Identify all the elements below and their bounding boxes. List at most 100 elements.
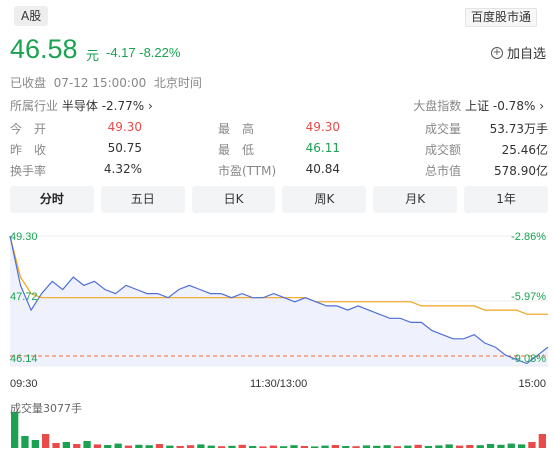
- volume-bar: [238, 444, 246, 448]
- y-label-top-right: -2.86%: [511, 231, 546, 243]
- tab-intraday[interactable]: 分时: [10, 186, 94, 213]
- volume-bar: [290, 445, 298, 448]
- add-watchlist-button[interactable]: + 加自选: [490, 43, 546, 62]
- turnover-label: 换手率: [10, 164, 47, 178]
- source-tag[interactable]: 百度股市通: [464, 8, 537, 27]
- x-label-end: 15:00: [518, 378, 546, 390]
- volume-bar: [62, 442, 70, 448]
- y-label-mid-left: 47.72: [10, 291, 38, 303]
- volume-bar: [31, 440, 39, 448]
- volume-bar: [280, 446, 288, 448]
- high-value: 49.30: [305, 120, 340, 134]
- price-unit: 元: [86, 49, 100, 64]
- y-label-bottom-left: 46.14: [10, 353, 38, 365]
- volume-bar: [259, 446, 267, 448]
- high-label: 最 高: [218, 122, 255, 136]
- industry-change: -2.77%: [101, 99, 145, 113]
- tab-one-year[interactable]: 1年: [464, 186, 548, 213]
- y-label-mid-right: -5.97%: [511, 291, 546, 303]
- volume-bar: [11, 412, 19, 448]
- market-cap-value: 578.90亿: [494, 164, 548, 178]
- volume-bar: [497, 444, 505, 448]
- index-label: 大盘指数: [413, 99, 462, 113]
- amount-value: 25.46亿: [501, 143, 548, 157]
- status-timezone: 北京时间: [153, 76, 202, 90]
- volume-bar: [311, 446, 319, 448]
- index-change: -0.78%: [492, 99, 536, 113]
- prev-close-label: 昨 收: [10, 143, 47, 157]
- chevron-right-icon: ›: [539, 99, 544, 113]
- volume-bar: [135, 444, 143, 448]
- price-line: [9, 235, 549, 365]
- volume-bar: [114, 443, 122, 448]
- volume-bar: [124, 445, 133, 448]
- tab-five-day[interactable]: 五日: [100, 186, 185, 213]
- status-time: 07-12 15:00:00: [53, 76, 147, 90]
- plus-circle-icon: +: [490, 46, 503, 59]
- status-text: 已收盘: [10, 76, 47, 90]
- volume-bar: [73, 444, 81, 448]
- volume-bar: [414, 444, 422, 448]
- volume-bar: [145, 445, 153, 448]
- volume-bar: [342, 446, 350, 448]
- tab-weekly-k[interactable]: 周K: [282, 186, 367, 213]
- volume-label: 成交量: [425, 122, 462, 136]
- pe-label: 市盈(TTM): [218, 164, 277, 178]
- average-price-line: [9, 235, 548, 315]
- volume-bar: [352, 446, 360, 448]
- volume-bar: [455, 445, 464, 448]
- volume-bar: [166, 445, 174, 448]
- price-area: [10, 236, 548, 366]
- x-label-mid: 11:30/13:00: [250, 378, 308, 390]
- market-tag: A股: [14, 6, 49, 26]
- volume-bar: [93, 444, 102, 448]
- volume-bar: [435, 445, 443, 448]
- period-tabs: 分时 五日 日K 周K 月K 1年: [10, 186, 548, 213]
- tab-daily-k[interactable]: 日K: [191, 186, 276, 213]
- volume-bar: [249, 446, 257, 448]
- volume-bar: [52, 443, 60, 448]
- prev-close-value: 50.75: [107, 141, 142, 155]
- volume-bar: [373, 445, 381, 448]
- index-name: 上证: [465, 99, 490, 113]
- volume-bar: [155, 444, 164, 448]
- volume-bar: [476, 445, 484, 448]
- industry-info[interactable]: 所属行业 半导体 -2.77% ›: [10, 97, 153, 114]
- volume-bar: [466, 445, 474, 448]
- volume-bar: [331, 445, 339, 448]
- volume-bar: [507, 443, 515, 448]
- volume-bar: [362, 445, 371, 448]
- volume-bar: [538, 434, 546, 448]
- amount-label: 成交额: [425, 143, 462, 157]
- volume-bar: [269, 445, 277, 448]
- chevron-right-icon: ›: [147, 99, 153, 113]
- volume-bar: [42, 434, 50, 448]
- stats-grid: 今 开 49.30 最 高 49.30 成交量 53.73万手 昨 收 50.7…: [10, 120, 548, 183]
- y-label-top-left: 49.30: [10, 231, 38, 243]
- price-change: -4.17 -8.22%: [106, 45, 181, 60]
- volume-bar: [197, 444, 205, 448]
- low-label: 最 低: [218, 143, 255, 157]
- market-index-info[interactable]: 大盘指数 上证 -0.78% ›: [413, 97, 544, 114]
- turnover-value: 4.32%: [103, 162, 142, 176]
- volume-bar: [404, 445, 412, 448]
- volume-bar: [228, 445, 236, 448]
- volume-bar: [445, 444, 453, 448]
- industry-label: 所属行业: [10, 99, 59, 113]
- tab-monthly-k[interactable]: 月K: [373, 186, 458, 213]
- y-label-bottom-right: -9.08%: [511, 353, 546, 365]
- open-value: 49.30: [107, 120, 142, 134]
- volume-bar: [528, 442, 536, 448]
- volume-bars: [11, 412, 546, 448]
- pe-value: 40.84: [305, 162, 340, 176]
- current-price: 46.58: [10, 34, 78, 64]
- volume-bar: [486, 444, 495, 448]
- volume-bar: [300, 446, 308, 448]
- volume-bar: [83, 441, 91, 448]
- volume-bar: [393, 446, 402, 448]
- industry-name: 半导体: [61, 99, 98, 113]
- volume-value: 53.73万手: [489, 122, 548, 136]
- x-label-start: 09:30: [10, 378, 38, 390]
- trading-status: 已收盘 07-12 15:00:00 北京时间: [10, 74, 202, 91]
- intraday-chart[interactable]: [0, 222, 554, 454]
